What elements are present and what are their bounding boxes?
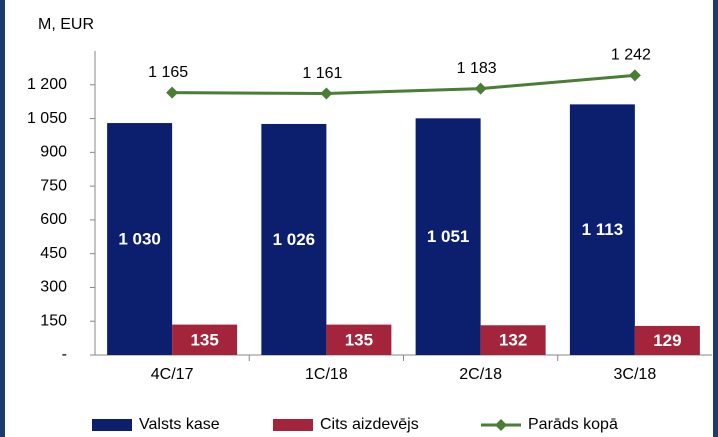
line xyxy=(172,73,636,96)
y-tick-label: 450 xyxy=(40,245,67,262)
bar-label: 135 xyxy=(345,330,373,349)
bar-label: 1 030 xyxy=(118,230,161,249)
bar-label: 132 xyxy=(499,331,527,350)
y-tick-label: 750 xyxy=(40,177,67,194)
y-tick-label: 600 xyxy=(40,211,67,228)
line-label: 1 165 xyxy=(148,64,188,81)
line-label: 1 161 xyxy=(302,65,342,82)
y-tick-label: 150 xyxy=(40,312,67,329)
legend-label: Valsts kase xyxy=(139,416,220,433)
y-tick-label: 300 xyxy=(40,279,67,296)
bar xyxy=(415,118,481,355)
bar-label: 135 xyxy=(190,330,218,349)
legend-label: Cits aizdevējs xyxy=(320,416,419,433)
left-border xyxy=(0,0,5,437)
bar-label: 1 026 xyxy=(273,230,316,249)
legend-swatch xyxy=(92,419,132,431)
line-label: 1 242 xyxy=(611,47,651,64)
legend-swatch xyxy=(273,419,313,431)
line-marker xyxy=(628,69,641,82)
bar xyxy=(569,104,635,355)
bar xyxy=(107,123,173,355)
y-tick-label: 1 200 xyxy=(27,76,67,93)
bar xyxy=(480,325,546,355)
x-tick-label: 4C/17 xyxy=(151,366,194,383)
line-marker xyxy=(166,86,179,99)
legend-marker xyxy=(495,419,507,431)
bar xyxy=(261,123,327,356)
bar xyxy=(634,325,700,355)
x-tick-label: 1C/18 xyxy=(305,366,348,383)
y-tick-label: 900 xyxy=(40,144,67,161)
line-label: 1 183 xyxy=(457,60,497,77)
line-marker xyxy=(474,82,487,95)
line-marker xyxy=(320,87,333,100)
y-axis-label: M, EUR xyxy=(38,16,94,33)
x-tick-label: 2C/18 xyxy=(459,366,502,383)
bar-label: 1 113 xyxy=(582,220,624,239)
bar-label: 1 051 xyxy=(427,227,470,246)
bar xyxy=(172,324,238,355)
x-tick-label: 3C/18 xyxy=(614,366,657,383)
bar-label: 129 xyxy=(653,331,681,350)
y-tick-label: 1 050 xyxy=(27,110,67,127)
y-tick-label: - xyxy=(62,346,67,363)
bar xyxy=(326,324,392,355)
right-border xyxy=(713,0,718,437)
legend-label: Parāds kopā xyxy=(528,416,618,433)
